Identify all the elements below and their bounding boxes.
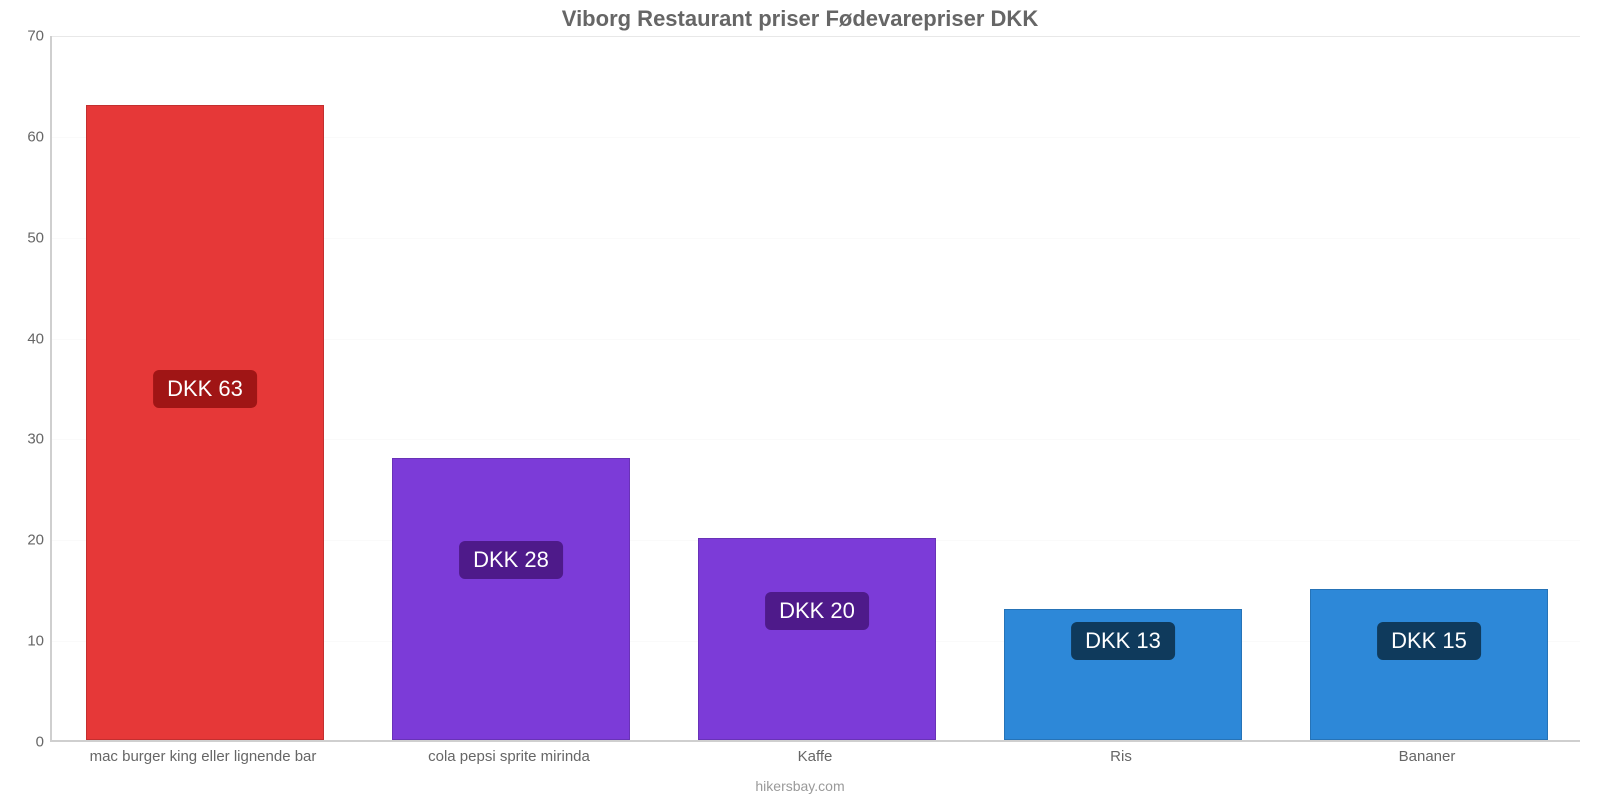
- x-tick-label: Kaffe: [662, 748, 968, 765]
- y-tick-label: 10: [10, 633, 44, 650]
- y-tick-label: 0: [10, 734, 44, 751]
- bar: [698, 538, 937, 740]
- y-tick-label: 60: [10, 128, 44, 145]
- bar: [392, 458, 631, 740]
- gridline: [52, 36, 1580, 37]
- plot-area: DKK 63 DKK 28 DKK 20 DKK 13 DKK 15: [50, 36, 1580, 742]
- x-tick-label: Ris: [968, 748, 1274, 765]
- x-tick-label: Bananer: [1274, 748, 1580, 765]
- y-tick-label: 30: [10, 431, 44, 448]
- bar-value-badge: DKK 63: [153, 370, 257, 408]
- y-tick-label: 50: [10, 229, 44, 246]
- y-tick-label: 20: [10, 532, 44, 549]
- bar-value-badge: DKK 28: [459, 541, 563, 579]
- chart-title: Viborg Restaurant priser Fødevarepriser …: [0, 6, 1600, 32]
- bar: [86, 105, 325, 740]
- price-bar-chart: Viborg Restaurant priser Fødevarepriser …: [0, 0, 1600, 800]
- x-tick-label: mac burger king eller lignende bar: [50, 748, 356, 765]
- y-tick-label: 70: [10, 28, 44, 45]
- bar: [1310, 589, 1549, 740]
- bar-value-badge: DKK 13: [1071, 622, 1175, 660]
- chart-footer: hikersbay.com: [0, 778, 1600, 794]
- y-tick-label: 40: [10, 330, 44, 347]
- bar-value-badge: DKK 20: [765, 592, 869, 630]
- bar-value-badge: DKK 15: [1377, 622, 1481, 660]
- x-tick-label: cola pepsi sprite mirinda: [356, 748, 662, 765]
